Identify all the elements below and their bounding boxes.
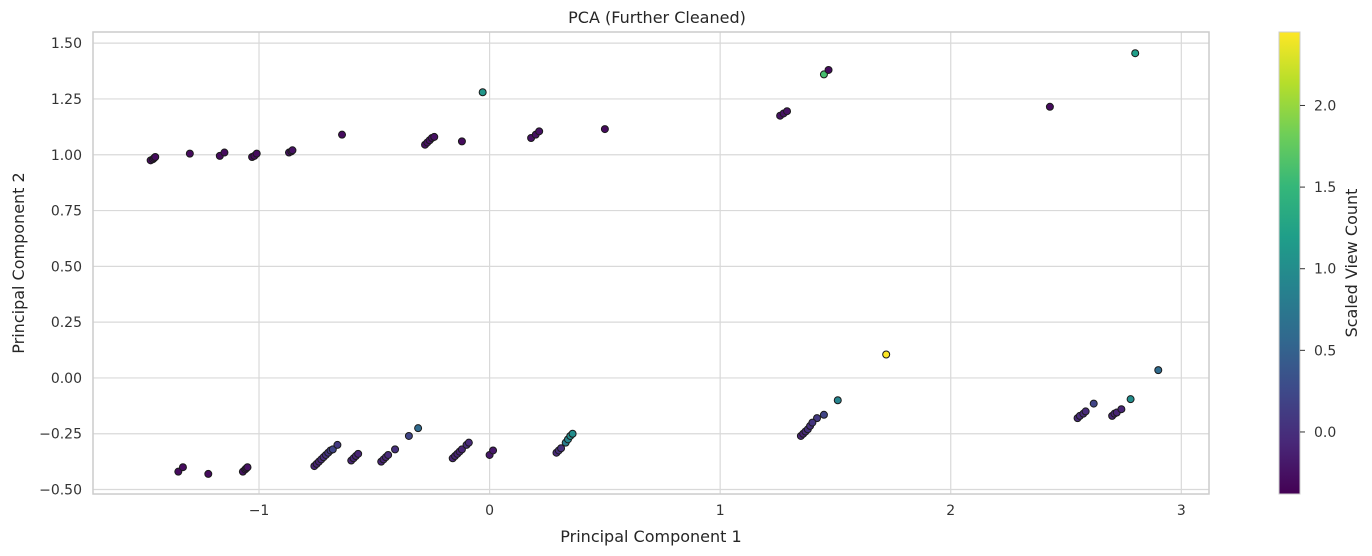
x-axis-ticks: −1 0 1 2 3 xyxy=(249,503,1186,519)
data-point xyxy=(1131,49,1140,58)
data-point xyxy=(1154,366,1163,375)
data-point xyxy=(430,132,439,141)
y-tick-label: 0.75 xyxy=(51,204,82,220)
x-tick-label: 2 xyxy=(946,503,955,519)
colorbar-tick-label: 0.0 xyxy=(1314,425,1336,441)
y-tick-label: 0.50 xyxy=(51,259,82,275)
data-point xyxy=(535,127,544,136)
data-point xyxy=(464,438,473,447)
data-point xyxy=(178,463,187,472)
colorbar-tick-label: 1.0 xyxy=(1314,262,1336,278)
y-tick-label: −0.25 xyxy=(39,427,82,443)
y-axis-label: Principal Component 2 xyxy=(9,172,28,353)
colorbar-tick-label: 0.5 xyxy=(1314,343,1336,359)
data-point xyxy=(391,445,400,454)
colorbar-label: Scaled View Count xyxy=(1342,189,1361,338)
data-points xyxy=(146,49,1163,478)
plot-area-frame xyxy=(92,31,1210,495)
data-point xyxy=(151,152,160,161)
data-point xyxy=(457,137,466,146)
data-point xyxy=(1045,102,1054,111)
data-point xyxy=(600,125,609,134)
data-point xyxy=(808,418,817,427)
data-point xyxy=(384,450,393,459)
data-point xyxy=(783,107,792,116)
data-point xyxy=(819,410,828,419)
x-tick-label: 3 xyxy=(1177,503,1186,519)
data-point xyxy=(414,424,423,433)
x-tick-label: −1 xyxy=(249,503,270,519)
colorbar xyxy=(1278,31,1301,495)
grid-lines xyxy=(93,32,1209,494)
data-point xyxy=(354,449,363,458)
data-point xyxy=(489,446,498,455)
data-point xyxy=(185,149,194,158)
data-point xyxy=(824,65,833,74)
data-point xyxy=(1089,399,1098,408)
data-point xyxy=(288,146,297,155)
y-tick-label: 1.25 xyxy=(51,92,82,108)
colorbar-tick-label: 1.5 xyxy=(1314,180,1336,196)
x-axis-label: Principal Component 1 xyxy=(560,527,741,546)
data-point xyxy=(204,469,213,478)
chart-title: PCA (Further Cleaned) xyxy=(568,8,746,27)
data-point xyxy=(833,396,842,405)
data-point xyxy=(333,440,342,449)
data-point xyxy=(220,148,229,157)
data-point xyxy=(338,130,347,139)
data-point xyxy=(1081,407,1090,416)
y-tick-label: 1.50 xyxy=(51,36,82,52)
colorbar-ticks: 0.0 0.5 1.0 1.5 2.0 xyxy=(1300,98,1336,441)
data-point xyxy=(478,88,487,97)
x-tick-label: 0 xyxy=(485,503,494,519)
data-point xyxy=(252,149,261,158)
colorbar-tick-label: 2.0 xyxy=(1314,98,1336,114)
data-point xyxy=(1126,395,1135,404)
y-tick-label: 0.00 xyxy=(51,371,82,387)
y-tick-label: 0.25 xyxy=(51,315,82,331)
data-point xyxy=(1117,405,1126,414)
data-point xyxy=(404,431,413,440)
data-point xyxy=(557,444,566,453)
data-point xyxy=(568,429,577,438)
y-axis-ticks: −0.50 −0.25 0.00 0.25 0.50 0.75 1.00 1.25 1.50 xyxy=(39,36,82,498)
data-point xyxy=(243,463,252,472)
y-tick-label: −0.50 xyxy=(39,483,82,499)
y-tick-label: 1.00 xyxy=(51,148,82,164)
data-point xyxy=(882,350,891,359)
x-tick-label: 1 xyxy=(716,503,725,519)
